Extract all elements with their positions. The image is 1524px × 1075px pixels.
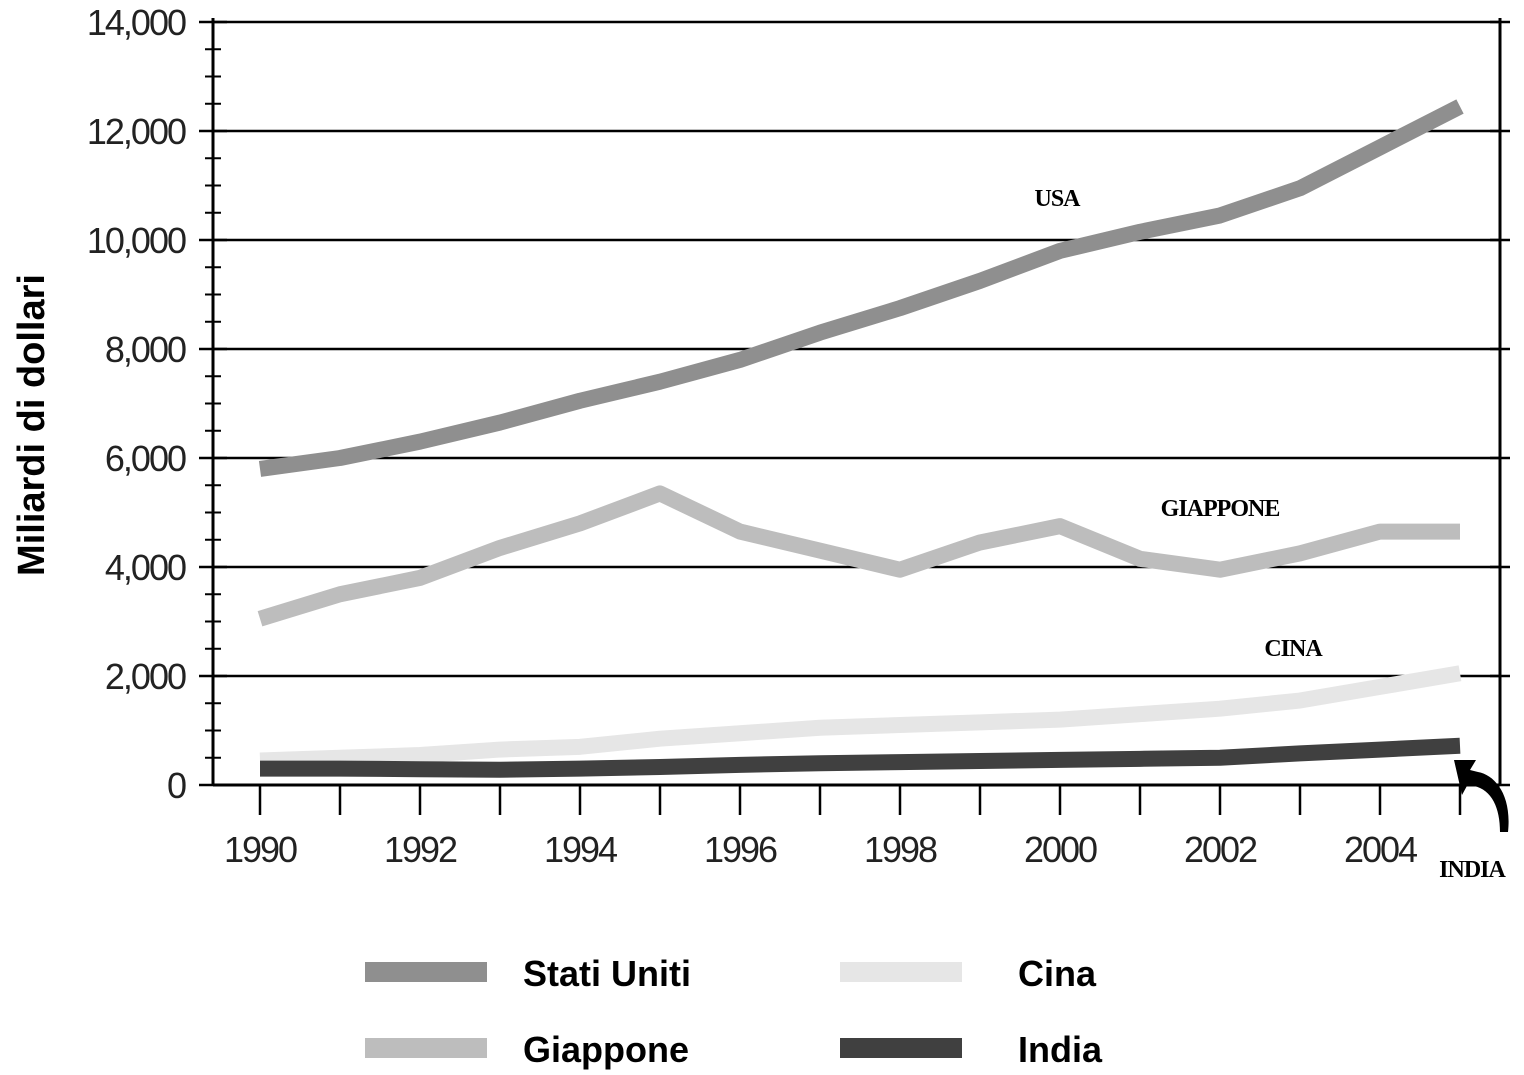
x-tick-label: 1996	[704, 829, 777, 870]
india-arrow-icon	[1454, 760, 1509, 832]
legend-label: India	[1018, 1029, 1103, 1070]
x-tick-label: 2000	[1024, 829, 1097, 870]
series-line-giappone	[257, 485, 1460, 627]
x-tick-label: 1994	[544, 829, 617, 870]
series-line-india	[260, 737, 1461, 778]
y-tick-label: 2,000	[105, 656, 186, 697]
y-tick-label: 12,000	[87, 111, 186, 152]
y-axis-label: Miliardi di dollari	[11, 274, 53, 576]
annotation-usa: USA	[1034, 186, 1081, 212]
y-tick-label: 6,000	[105, 438, 186, 479]
legend-swatch	[840, 1038, 962, 1058]
x-tick-label: 2002	[1184, 829, 1257, 870]
x-tick-label: 1998	[864, 829, 937, 870]
series-lines	[257, 99, 1464, 778]
x-tick-label: 1992	[384, 829, 457, 870]
annotation-india: INDIA	[1439, 857, 1506, 883]
y-tick-label: 8,000	[105, 329, 186, 370]
y-axis-ticks: 0 2,000 4,000 6,000 8,000 10,000 12,000 14,000	[87, 2, 1510, 806]
y-tick-label: 14,000	[87, 2, 186, 43]
legend: Stati Uniti Giappone Cina India	[365, 953, 1103, 1070]
legend-label: Stati Uniti	[523, 953, 691, 994]
series-line-cina	[259, 665, 1462, 769]
series-line-stati-uniti	[258, 99, 1464, 477]
y-tick-label: 4,000	[105, 547, 186, 588]
legend-label: Cina	[1018, 953, 1097, 994]
x-tick-label: 2004	[1344, 829, 1417, 870]
y-tick-label: 0	[167, 765, 186, 806]
annotation-giappone: GIAPPONE	[1161, 496, 1280, 522]
line-annotations: USA GIAPPONE CINA INDIA	[1034, 186, 1507, 883]
legend-label: Giappone	[523, 1029, 689, 1070]
legend-swatch	[365, 1038, 487, 1058]
axes	[211, 18, 1502, 787]
y-tick-label: 10,000	[87, 220, 186, 261]
legend-swatch	[365, 962, 487, 982]
x-axis-ticks: 1990 1992 1994 1996 1998 2000 2002 2004	[224, 785, 1462, 870]
annotation-cina: CINA	[1264, 636, 1323, 662]
x-tick-label: 1990	[224, 829, 297, 870]
legend-swatch	[840, 962, 962, 982]
